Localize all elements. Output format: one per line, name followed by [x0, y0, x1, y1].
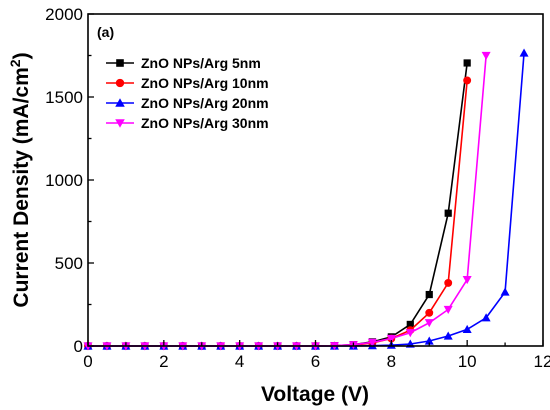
- data-point: [481, 51, 491, 60]
- legend-marker: [115, 78, 125, 88]
- legend-label: ZnO NPs/Arg 20nm: [141, 95, 269, 111]
- data-point: [443, 331, 453, 340]
- y-tick-label: 0: [74, 337, 83, 356]
- legend: ZnO NPs/Arg 5nm ZnO NPs/Arg 10nm ZnO NPs/A…: [106, 55, 269, 131]
- y-tick-label: 1500: [45, 88, 83, 107]
- data-point: [425, 308, 434, 317]
- legend-marker: [115, 119, 125, 128]
- x-tick-label: 2: [159, 352, 168, 371]
- data-point: [443, 305, 453, 314]
- data-point: [406, 320, 414, 329]
- data-point: [462, 276, 472, 285]
- data-point: [463, 76, 472, 85]
- legend-label: ZnO NPs/Arg 30nm: [141, 115, 269, 131]
- legend-marker: [115, 98, 125, 107]
- data-point: [424, 319, 434, 328]
- x-tick-label: 6: [311, 352, 320, 371]
- data-point: [367, 338, 377, 347]
- x-tick-label: 0: [83, 352, 92, 371]
- legend-label: ZnO NPs/Arg 10nm: [141, 75, 269, 91]
- data-point: [481, 313, 491, 322]
- x-tick-label: 8: [387, 352, 396, 371]
- plot-content: [83, 48, 529, 351]
- data-point: [444, 209, 452, 217]
- y-axis-title: Current Density (mA/cm2): [7, 52, 33, 307]
- data-point: [500, 287, 510, 296]
- data-point: [463, 59, 471, 67]
- y-axis-title-main: Current Density (mA/cm: [10, 67, 33, 307]
- y-tick-label: 2000: [45, 5, 83, 24]
- data-point: [405, 329, 415, 338]
- y-axis-title-close: ): [10, 52, 33, 59]
- x-tick-label: 12: [534, 352, 550, 371]
- data-point: [386, 334, 396, 344]
- panel-label: (a): [97, 24, 114, 40]
- x-tick-label: 10: [458, 352, 477, 371]
- y-axis-title-superscript: 2: [7, 59, 23, 67]
- data-point: [519, 48, 529, 57]
- data-point: [462, 324, 472, 333]
- legend-marker: [116, 59, 124, 67]
- data-point: [444, 278, 453, 287]
- data-point: [424, 336, 434, 345]
- axes: 0 2 4 6 8 10 12 0 500 1000 1500 2000: [45, 5, 550, 371]
- y-tick-label: 1000: [45, 171, 83, 190]
- data-point: [425, 290, 433, 299]
- x-tick-label: 4: [235, 352, 244, 371]
- legend-label: ZnO NPs/Arg 5nm: [141, 55, 261, 71]
- y-tick-label: 500: [55, 254, 83, 273]
- x-axis-title: Voltage (V): [261, 383, 369, 406]
- series-2: [83, 48, 529, 350]
